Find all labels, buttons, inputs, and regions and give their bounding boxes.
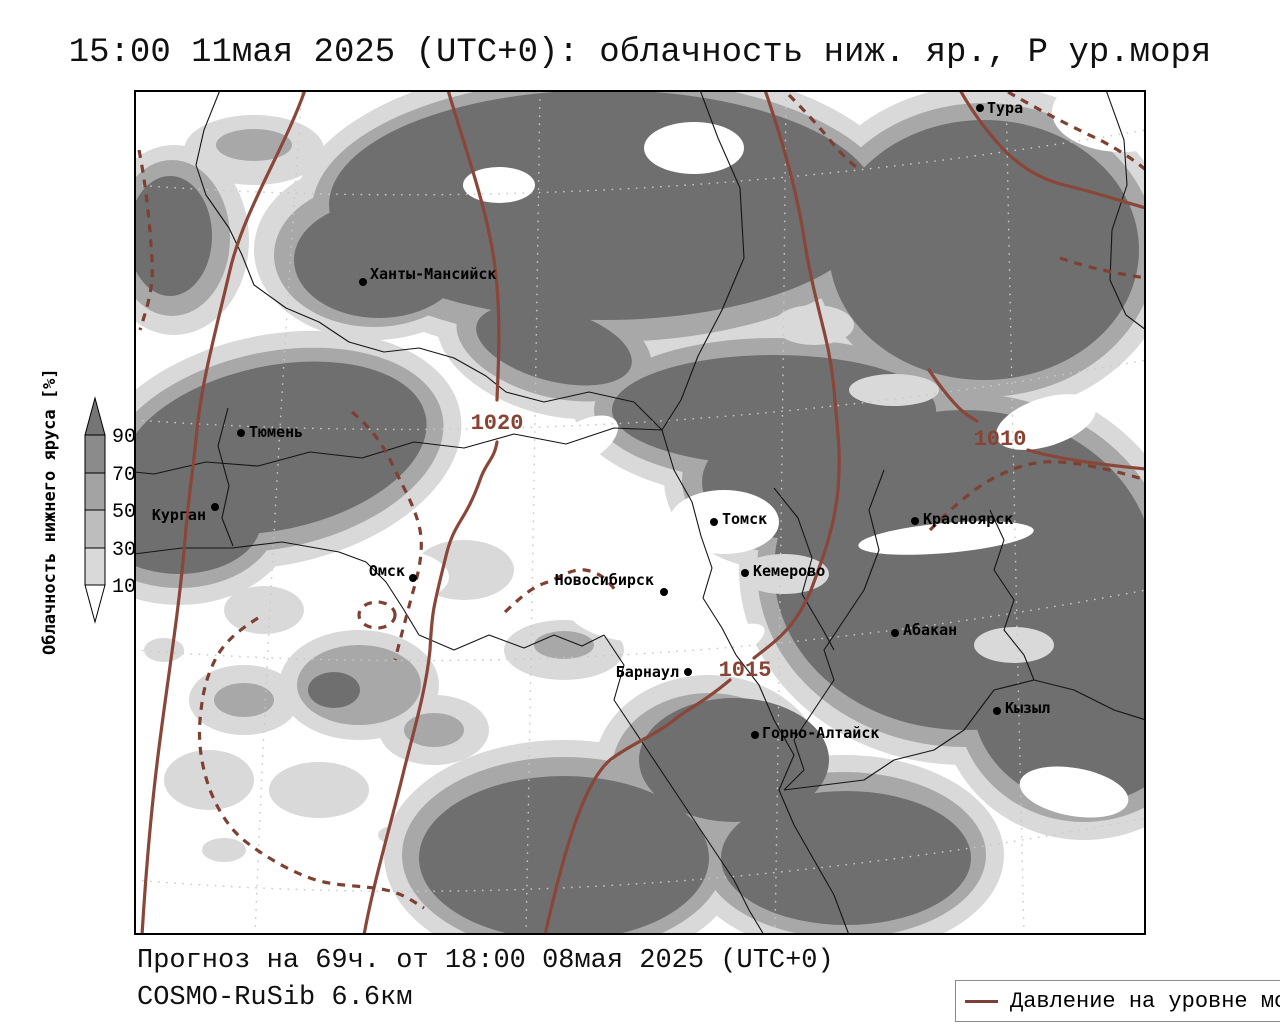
isobar-lines-dashed <box>137 90 1146 910</box>
colorbar-segment <box>84 472 106 511</box>
pressure-legend-label: Давление на уровне моря <box>1010 988 1280 1014</box>
city-dot <box>751 731 759 739</box>
city-dot <box>741 569 749 577</box>
isobar-value-label: 1010 <box>974 427 1027 452</box>
city-dot <box>211 503 219 511</box>
isobar-lines-solid <box>140 90 1146 935</box>
colorbar-tick: 70 <box>112 464 136 487</box>
colorbar-arrow-bottom <box>84 584 106 624</box>
colorbar-segment <box>84 434 106 474</box>
isobar-value-label: 1015 <box>719 658 772 683</box>
city-label: Томск <box>722 510 767 528</box>
cloud-holes <box>329 90 1146 935</box>
colorbar-arrow-top <box>84 396 106 436</box>
city-dot <box>359 278 367 286</box>
forecast-info-line: Прогноз на 69ч. от 18:00 08мая 2025 (UTC… <box>137 946 834 976</box>
pressure-line-sample <box>965 999 998 1003</box>
colorbar-segment <box>84 547 106 586</box>
pressure-legend-box: Давление на уровне моря <box>955 980 1280 1022</box>
city-label: Кызыл <box>1005 699 1050 717</box>
city-dot <box>660 588 668 596</box>
colorbar-tick: 50 <box>112 501 136 524</box>
map-title: 15:00 11мая 2025 (UTC+0): облачность ниж… <box>68 34 1212 72</box>
city-label: Тюмень <box>249 423 303 441</box>
isobar-label-layer: 1020 1010 1015 <box>471 411 1027 683</box>
city-label: Горно-Алтайск <box>762 724 879 742</box>
city-label: Барнаул <box>616 663 679 681</box>
city-label: Омск <box>369 562 405 580</box>
city-label: Абакан <box>903 621 957 639</box>
map-canvas: Тура Ханты-Мансийск Тюмень Курган Омск Томск К… <box>134 90 1146 935</box>
city-dot <box>891 629 899 637</box>
city-layer: Тура Ханты-Мансийск Тюмень Курган Омск Томск К… <box>152 99 1050 742</box>
city-label: Тура <box>987 99 1023 117</box>
cloudiness-colorbar: 90 70 50 30 10 <box>84 396 136 624</box>
colorbar-tick: 10 <box>112 576 136 599</box>
colorbar-tick: 90 <box>112 426 136 449</box>
city-dot <box>237 429 245 437</box>
city-dot <box>993 707 1001 715</box>
city-label: Ханты-Мансийск <box>370 265 496 283</box>
city-dot <box>976 104 984 112</box>
colorbar-segment <box>84 509 106 549</box>
colorbar-tick: 30 <box>112 539 136 562</box>
cloud-holes-light <box>739 305 1054 663</box>
city-dot <box>710 518 718 526</box>
isobar-value-label: 1020 <box>471 411 524 436</box>
city-label: Курган <box>152 506 206 524</box>
model-info-line: COSMO-RuSib 6.6км <box>137 983 413 1013</box>
city-label: Кемерово <box>753 562 825 580</box>
city-dot <box>409 574 417 582</box>
city-label: Новосибирск <box>555 571 654 589</box>
weather-map: Тура Ханты-Мансийск Тюмень Курган Омск Томск К… <box>134 90 1146 935</box>
city-label: Красноярск <box>923 510 1013 528</box>
admin-boundaries <box>134 90 1146 935</box>
city-dot <box>684 668 692 676</box>
graticule <box>134 90 1146 935</box>
colorbar-axis-label: Облачность нижнего яруса [%] <box>40 368 60 656</box>
city-dot <box>911 517 919 525</box>
map-border <box>134 90 1146 935</box>
